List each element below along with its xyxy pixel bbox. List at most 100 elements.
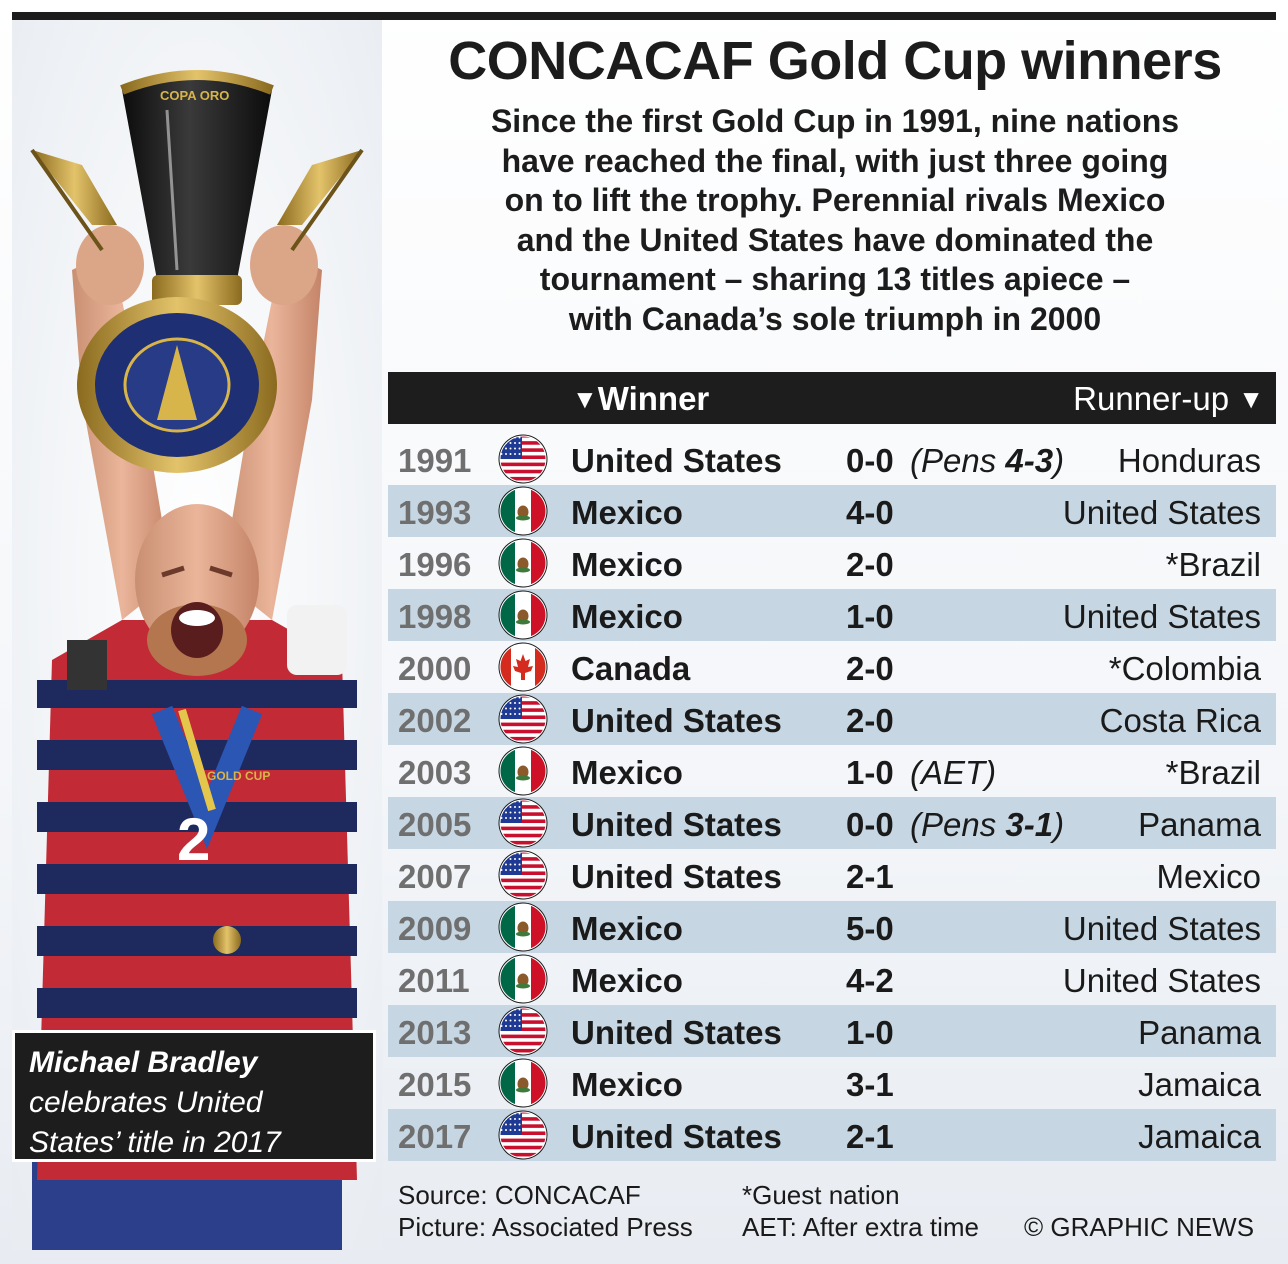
- mexico-flag-icon: [498, 590, 548, 640]
- score-note: (Pens 4-3): [910, 442, 1065, 479]
- winner-name: Mexico: [571, 1066, 683, 1103]
- winner-flag: [496, 1110, 550, 1160]
- usa-flag-icon: [498, 1006, 548, 1056]
- photo-caption: Michael Bradley celebrates United States…: [12, 1030, 376, 1162]
- score-note: (AET): [910, 754, 997, 791]
- year: 2009: [398, 910, 472, 947]
- runner-up-name: Panama: [1138, 806, 1261, 843]
- final-score: 2-0: [846, 546, 894, 583]
- table-row: 1998 Mexico 1-0 United States: [388, 589, 1276, 641]
- winner-flag: [496, 1058, 550, 1108]
- winner-name: United States: [571, 1014, 782, 1051]
- year: 1996: [398, 546, 472, 583]
- year: 2000: [398, 650, 472, 687]
- subtitle-line: on to lift the trophy. Perennial rivals …: [504, 182, 1166, 218]
- winner-name: Mexico: [571, 546, 683, 583]
- winner-name: United States: [571, 858, 782, 895]
- jersey-number: 2: [177, 806, 210, 873]
- mexico-flag-icon: [498, 746, 548, 796]
- triangle-down-icon: ▼: [1238, 384, 1264, 414]
- runner-up-name: *Brazil: [1165, 754, 1261, 791]
- header-winner: ▼Winner: [572, 380, 709, 418]
- winner-flag: [496, 590, 550, 640]
- winner-name: United States: [571, 442, 782, 479]
- runner-up-name: Jamaica: [1138, 1118, 1261, 1155]
- usa-flag-icon: [498, 798, 548, 848]
- header-runner-up: Runner-up ▼: [1073, 380, 1264, 418]
- year: 2007: [398, 858, 472, 895]
- runner-up-name: Honduras: [1117, 442, 1261, 479]
- year: 1991: [398, 442, 472, 479]
- score-note: (Pens 3-1): [910, 806, 1065, 843]
- guest-nation-note: *Guest nation: [742, 1180, 900, 1210]
- winner-flag: [496, 694, 550, 744]
- triangle-down-icon: ▼: [572, 384, 598, 414]
- table-row: 2013 United States 1-0 Panama: [388, 1005, 1276, 1057]
- subtitle-line: have reached the final, with just three …: [501, 142, 1169, 179]
- year: 2017: [398, 1118, 472, 1155]
- year: 2013: [398, 1014, 472, 1051]
- mexico-flag-icon: [498, 486, 548, 536]
- winner-name: United States: [571, 1118, 782, 1155]
- runner-up-name: Panama: [1138, 1014, 1261, 1051]
- winner-flag: [496, 850, 550, 900]
- mexico-flag-icon: [498, 1058, 548, 1108]
- usa-flag-icon: [498, 434, 548, 484]
- subtitle: Since the first Gold Cup in 1991, nine n…: [420, 102, 1250, 339]
- table-row: 2000 Canada 2-0 *Colombia: [388, 641, 1276, 693]
- caption-name: Michael Bradley: [29, 1046, 258, 1079]
- winner-flag: [496, 902, 550, 952]
- runner-up-name: *Brazil: [1165, 546, 1261, 583]
- final-score: 1-0: [846, 598, 894, 635]
- subtitle-line: and the United States have dominated the: [516, 221, 1154, 258]
- winner-name: Canada: [571, 650, 691, 687]
- winner-name: Mexico: [571, 910, 683, 947]
- runner-up-name: Mexico: [1156, 858, 1261, 895]
- winner-flag: [496, 434, 550, 484]
- graphic-news-credit: © GRAPHIC NEWS: [1024, 1212, 1255, 1242]
- usa-flag-icon: [498, 850, 548, 900]
- page-title: CONCACAF Gold Cup winners: [448, 31, 1222, 91]
- winner-flag: [496, 538, 550, 588]
- winner-flag: [496, 746, 550, 796]
- table-row: 2011 Mexico 4-2 United States: [388, 953, 1276, 1005]
- runner-up-name: United States: [1062, 494, 1261, 531]
- final-score: 3-1: [846, 1066, 894, 1103]
- subtitle-line: tournament – sharing 13 titles apiece –: [539, 261, 1131, 297]
- usa-flag-icon: [498, 694, 548, 744]
- year: 2015: [398, 1066, 472, 1103]
- winner-flag: [496, 954, 550, 1004]
- runner-up-name: United States: [1062, 962, 1261, 999]
- winner-name: United States: [571, 702, 782, 739]
- mexico-flag-icon: [498, 902, 548, 952]
- usa-flag-icon: [498, 1110, 548, 1160]
- header-winner-label: Winner: [597, 380, 710, 417]
- source-note: Source: CONCACAF: [398, 1180, 641, 1210]
- caption-line-3: States’ title in 2017: [29, 1126, 281, 1159]
- table-row: 2005 United States 0-0 (Pens 3-1) Panama: [388, 797, 1276, 849]
- runner-up-name: *Colombia: [1108, 650, 1261, 687]
- medal-text: GOLD CUP: [207, 769, 270, 783]
- mexico-flag-icon: [498, 538, 548, 588]
- winner-name: United States: [571, 806, 782, 843]
- final-score: 2-0: [846, 650, 894, 687]
- final-score: 4-0: [846, 494, 894, 531]
- year: 2002: [398, 702, 472, 739]
- table-row: 2003 Mexico 1-0 (AET) *Brazil: [388, 745, 1276, 797]
- final-score: 1-0: [846, 754, 894, 791]
- table-row: 2015 Mexico 3-1 Jamaica: [388, 1057, 1276, 1109]
- caption-line-2: celebrates United: [29, 1086, 263, 1119]
- year: 1998: [398, 598, 472, 635]
- runner-up-name: United States: [1062, 910, 1261, 947]
- final-score: 5-0: [846, 910, 894, 947]
- aet-note: AET: After extra time: [742, 1212, 979, 1242]
- table-row: 2017 United States 2-1 Jamaica: [388, 1109, 1276, 1161]
- winner-flag: [496, 486, 550, 536]
- results-table: 1991 United States 0-0 (Pens 4-3) Honduras 19…: [388, 433, 1276, 1161]
- year: 1993: [398, 494, 472, 531]
- canada-flag-icon: [498, 642, 548, 692]
- year: 2011: [398, 962, 470, 999]
- winner-name: Mexico: [571, 598, 683, 635]
- winner-name: Mexico: [571, 754, 683, 791]
- winner-flag: [496, 798, 550, 848]
